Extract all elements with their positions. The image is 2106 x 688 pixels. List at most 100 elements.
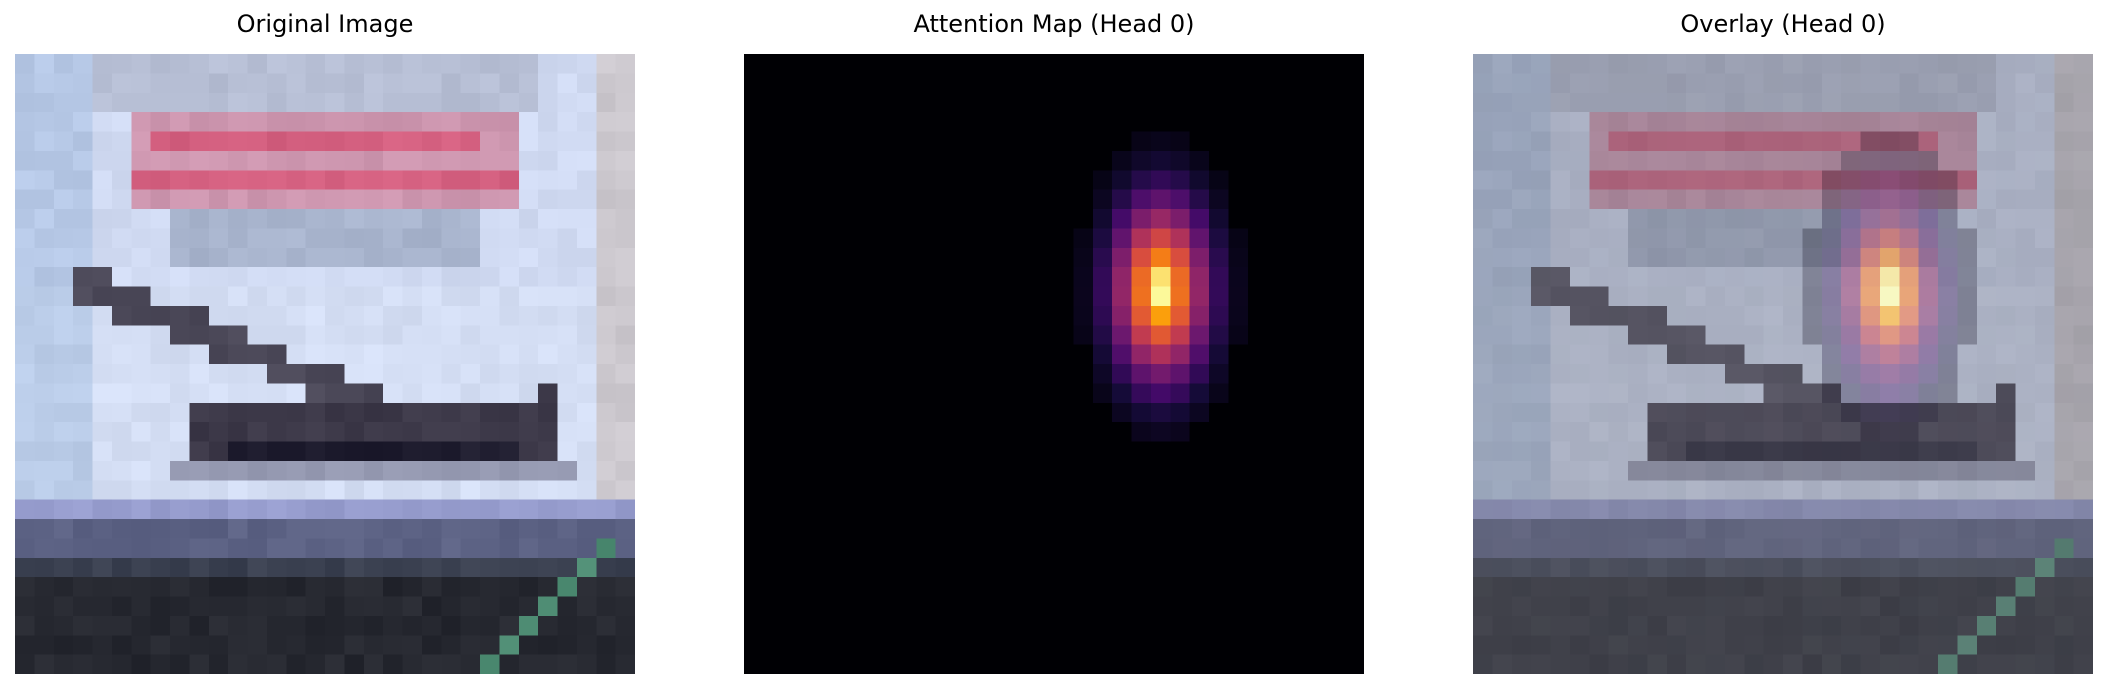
- overlay-pixel: [2015, 131, 2036, 152]
- image-pixel: [441, 209, 462, 229]
- attention-cell: [879, 150, 900, 171]
- image-pixel: [208, 654, 229, 674]
- overlay-pixel: [1821, 209, 1842, 229]
- overlay-pixel: [1744, 228, 1765, 249]
- overlay-pixel: [1899, 92, 1920, 113]
- image-pixel: [208, 480, 229, 501]
- overlay-pixel: [1666, 150, 1687, 171]
- overlay-pixel: [1473, 519, 1493, 539]
- image-pixel: [286, 519, 307, 539]
- image-pixel: [53, 499, 74, 520]
- image-pixel: [53, 73, 74, 94]
- image-pixel: [266, 519, 287, 539]
- overlay-pixel: [1763, 654, 1784, 674]
- attention-cell: [899, 441, 919, 462]
- overlay-pixel: [1569, 538, 1590, 559]
- overlay-pixel: [1957, 422, 1978, 442]
- overlay-pixel: [1473, 305, 1493, 326]
- attention-cell: [1112, 499, 1132, 520]
- image-pixel: [538, 112, 558, 132]
- image-pixel: [344, 131, 365, 152]
- overlay-pixel: [1492, 209, 1513, 229]
- attention-cell: [840, 228, 861, 249]
- overlay-pixel: [2034, 92, 2055, 113]
- image-pixel: [305, 441, 326, 462]
- overlay-pixel: [1996, 635, 2016, 656]
- image-pixel: [383, 150, 403, 171]
- attention-cell: [1170, 286, 1191, 307]
- attention-cell: [1267, 54, 1287, 74]
- attention-cell: [1305, 460, 1326, 481]
- image-pixel: [92, 402, 113, 423]
- image-pixel: [170, 92, 190, 113]
- attention-cell: [1034, 383, 1055, 404]
- image-pixel: [518, 170, 539, 191]
- attention-cell: [1189, 557, 1210, 578]
- attention-cell: [957, 615, 977, 636]
- overlay-pixel: [2015, 209, 2036, 229]
- image-pixel: [557, 402, 578, 423]
- overlay-pixel: [2034, 170, 2055, 191]
- attention-cell: [1305, 112, 1326, 132]
- overlay-pixel: [1899, 557, 1920, 578]
- attention-cell: [1034, 344, 1055, 365]
- image-pixel: [344, 364, 365, 384]
- overlay-pixel: [1918, 654, 1939, 674]
- attention-cell: [1112, 228, 1132, 249]
- attention-cell: [782, 247, 803, 268]
- image-pixel: [518, 654, 539, 674]
- attention-cell: [860, 150, 881, 171]
- attention-cell: [1131, 635, 1152, 656]
- overlay-pixel: [1608, 54, 1629, 74]
- attention-cell: [879, 267, 900, 287]
- attention-cell: [860, 112, 881, 132]
- image-pixel: [150, 499, 171, 520]
- overlay-pixel: [1531, 189, 1551, 210]
- overlay-pixel: [1899, 170, 1920, 191]
- overlay-pixel: [1492, 364, 1513, 384]
- overlay-pixel: [1628, 596, 1648, 617]
- overlay-pixel: [2073, 654, 2093, 674]
- attention-cell: [1092, 557, 1113, 578]
- image-pixel: [286, 247, 307, 268]
- attention-cell: [918, 344, 939, 365]
- attention-cell: [1344, 344, 1364, 365]
- overlay-pixel: [1938, 247, 1958, 268]
- attention-cell: [1189, 422, 1210, 442]
- attention-cell: [899, 189, 919, 210]
- image-pixel: [92, 92, 113, 113]
- attention-cell: [744, 73, 764, 94]
- image-pixel: [615, 325, 635, 346]
- image-pixel: [73, 460, 93, 481]
- image-pixel: [460, 577, 481, 597]
- attention-cell: [744, 499, 764, 520]
- attention-cell: [782, 519, 803, 539]
- overlay-pixel: [1724, 267, 1745, 287]
- attention-cell: [995, 73, 1016, 94]
- overlay-pixel: [1976, 189, 1997, 210]
- attention-cell: [763, 480, 784, 501]
- attention-cell: [840, 480, 861, 501]
- attention-cell: [879, 402, 900, 423]
- overlay-pixel: [2054, 267, 2075, 287]
- attention-cell: [1150, 247, 1171, 268]
- overlay-pixel: [1550, 54, 1571, 74]
- attention-cell: [1034, 615, 1055, 636]
- image-pixel: [421, 344, 442, 365]
- image-pixel: [247, 73, 268, 94]
- image-pixel: [499, 228, 520, 249]
- attention-cell: [744, 170, 764, 191]
- attention-cell: [1209, 635, 1229, 656]
- overlay-pixel: [1628, 422, 1648, 442]
- overlay-pixel: [1705, 635, 1726, 656]
- overlay-pixel: [1957, 383, 1978, 404]
- image-pixel: [34, 325, 55, 346]
- attention-cell: [976, 344, 997, 365]
- attention-cell: [1131, 402, 1152, 423]
- overlay-pixel: [1957, 460, 1978, 481]
- image-pixel: [228, 92, 248, 113]
- attention-cell: [899, 519, 919, 539]
- attention-cell: [899, 480, 919, 501]
- attention-cell: [860, 577, 881, 597]
- image-pixel: [421, 635, 442, 656]
